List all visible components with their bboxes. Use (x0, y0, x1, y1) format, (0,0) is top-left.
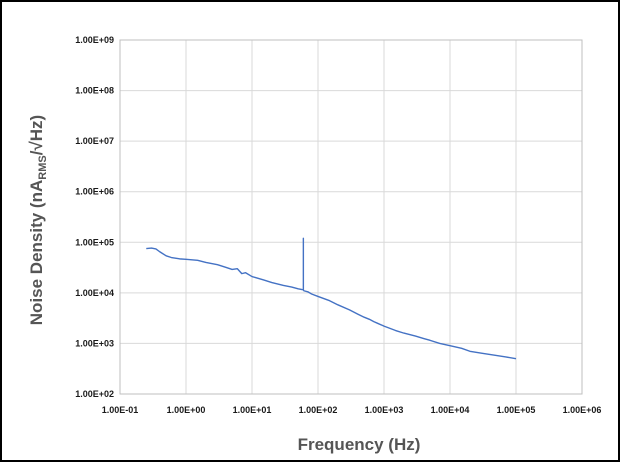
x-tick-label: 1.00E+04 (431, 405, 470, 415)
y-axis-title: Noise Density (nARMS/√Hz) (27, 115, 49, 325)
y-axis-title-subscript: RMS (37, 155, 49, 179)
y-tick-label: 1.00E+06 (75, 187, 114, 197)
x-tick-label: 1.00E+00 (167, 405, 206, 415)
y-tick-label: 1.00E+05 (75, 237, 114, 247)
y-tick-label: 1.00E+09 (75, 35, 114, 45)
series-group (146, 237, 517, 360)
x-tick-label: 1.00E+05 (497, 405, 536, 415)
series-line (146, 237, 517, 360)
x-tick-label: 1.00E+06 (563, 405, 602, 415)
y-axis-ticks: 1.00E+02 1.00E+03 1.00E+04 1.00E+05 1.00E+06… (75, 35, 114, 399)
y-tick-label: 1.00E+02 (75, 389, 114, 399)
x-axis-title: Frequency (Hz) (298, 435, 421, 454)
y-tick-label: 1.00E+04 (75, 288, 114, 298)
plot-area-border (119, 39, 583, 395)
x-tick-label: 1.00E+03 (365, 405, 404, 415)
x-axis-ticks: 1.00E-01 1.00E+00 1.00E+01 1.00E+02 1.00E+03… (102, 405, 602, 415)
y-tick-label: 1.00E+03 (75, 338, 114, 348)
x-tick-label: 1.00E+01 (233, 405, 272, 415)
x-tick-label: 1.00E+02 (299, 405, 338, 415)
y-tick-label: 1.00E+07 (75, 136, 114, 146)
y-tick-label: 1.00E+08 (75, 86, 114, 96)
x-tick-label: 1.00E-01 (102, 405, 139, 415)
plot-border-rect (119, 39, 583, 395)
y-axis-title-main: Noise Density (nA (27, 180, 46, 325)
gridlines (119, 39, 583, 395)
y-axis-title-tail: /√Hz) (27, 115, 46, 156)
